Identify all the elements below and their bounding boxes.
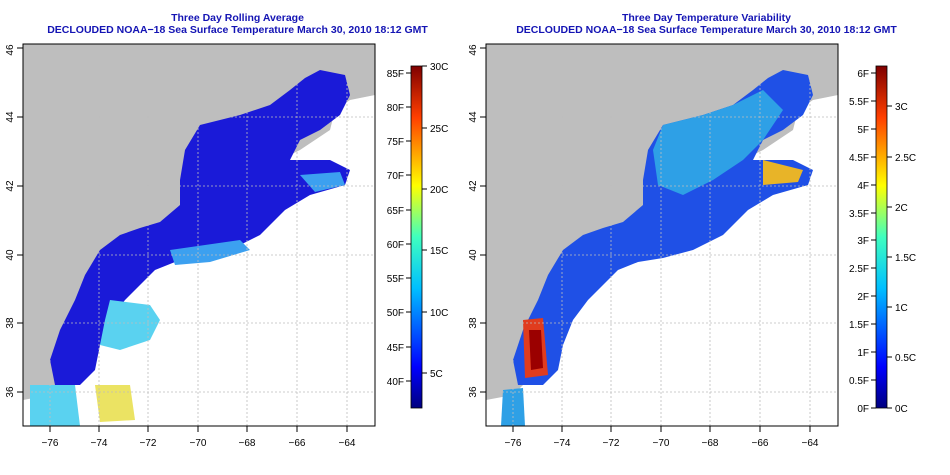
colorbar-f-label: 5.5F — [849, 97, 869, 108]
lon-tick-label: −68 — [702, 438, 719, 449]
sst-warm-corner — [30, 385, 80, 426]
colorbar-f-label: 5F — [857, 125, 869, 136]
variability-mid-region — [653, 90, 783, 195]
colorbar-f-label: 75F — [387, 137, 404, 148]
right-y-axis: 36 38 40 42 44 46 — [468, 44, 486, 398]
colorbar-f-label: 6F — [857, 69, 869, 80]
colorbar-c-label: 0C — [895, 404, 908, 415]
colorbar-f-label: 65F — [387, 206, 404, 217]
colorbar-f-label: 4F — [857, 181, 869, 192]
lon-tick-label: −66 — [752, 438, 769, 449]
lon-tick-label: −64 — [802, 438, 819, 449]
colorbar-f-label: 3F — [857, 236, 869, 247]
lon-tick-label: −76 — [505, 438, 522, 449]
colorbar-f-label: 80F — [387, 103, 404, 114]
colorbar-f-label: 60F — [387, 240, 404, 251]
colorbar-f-label: 45F — [387, 343, 404, 354]
colorbar-f-label: 0F — [857, 404, 869, 415]
colorbar-f-label: 3.5F — [849, 209, 869, 220]
colorbar-c-label: 20C — [430, 185, 448, 196]
colorbar-f-label: 40F — [387, 377, 404, 388]
lat-tick-label: 42 — [5, 180, 16, 192]
lon-tick-label: −74 — [91, 438, 108, 449]
lon-tick-label: −76 — [42, 438, 59, 449]
lat-tick-label: 46 — [5, 44, 16, 56]
right-x-axis: −76 −74 −72 −70 −68 −66 −64 — [505, 426, 819, 449]
sst-cold-region — [50, 70, 350, 385]
colorbar-c-label: 2.5C — [895, 153, 916, 164]
lat-tick-label: 40 — [5, 249, 16, 261]
colorbar-f-label: 4.5F — [849, 153, 869, 164]
lon-tick-label: −70 — [190, 438, 207, 449]
colorbar-f-label: 1.5F — [849, 320, 869, 331]
colorbar-f-label: 2F — [857, 292, 869, 303]
sst-yellow-strip — [95, 385, 135, 422]
sst-mild-band — [170, 240, 250, 265]
lat-tick-label: 46 — [468, 44, 479, 56]
lat-lon-grid — [23, 44, 375, 426]
colorbar-c-label: 0.5C — [895, 353, 916, 364]
colorbar-f-label: 70F — [387, 171, 404, 182]
colorbar-c-label: 1C — [895, 303, 908, 314]
lat-tick-label: 42 — [468, 180, 479, 192]
lon-tick-label: −66 — [289, 438, 306, 449]
left-map-figure: −76 −74 −72 −70 −68 −66 −64 36 38 40 42 … — [5, 43, 448, 449]
colorbar-f-label: 55F — [387, 274, 404, 285]
right-map-area — [486, 44, 838, 426]
lat-tick-label: 36 — [468, 386, 479, 398]
sst-mild-band-east — [300, 172, 345, 192]
colorbar-c-label: 15C — [430, 246, 448, 257]
lon-tick-label: −72 — [140, 438, 157, 449]
left-y-axis: 36 38 40 42 44 46 — [5, 44, 23, 398]
variability-mid-patch — [501, 388, 525, 426]
colorbar-f-label: 0.5F — [849, 376, 869, 387]
variability-peak — [529, 330, 543, 370]
colorbar-c-label: 30C — [430, 62, 448, 73]
colorbar-f-label: 85F — [387, 69, 404, 80]
lat-lon-grid — [486, 44, 838, 426]
left-panel-title: Three Day Rolling Average — [171, 12, 304, 24]
right-panel-title: Three Day Temperature Variability — [621, 12, 792, 24]
sst-warm-patch — [100, 300, 160, 350]
right-panel-subtitle: DECLOUDED NOAA−18 Sea Surface Temperatur… — [516, 24, 897, 36]
right-map-figure: −76 −74 −72 −70 −68 −66 −64 36 38 40 42 … — [468, 43, 916, 449]
lon-tick-label: −70 — [653, 438, 670, 449]
lon-tick-label: −72 — [603, 438, 620, 449]
colorbar-f-label: 2.5F — [849, 264, 869, 275]
left-x-axis: −76 −74 −72 −70 −68 −66 −64 — [42, 426, 356, 449]
colorbar-c-label: 2C — [895, 203, 908, 214]
lat-tick-label: 40 — [468, 249, 479, 261]
lat-tick-label: 36 — [5, 386, 16, 398]
left-map-panel: Three Day Rolling Average DECLOUDED NOAA… — [5, 12, 448, 449]
colorbar-c-label: 10C — [430, 308, 448, 319]
lat-tick-label: 44 — [5, 111, 16, 123]
colorbar-f-label: 1F — [857, 348, 869, 359]
colorbar-c-label: 5C — [430, 369, 443, 380]
right-map-panel: Three Day Temperature Variability DECLOU… — [463, 0, 950, 475]
lat-tick-label: 38 — [5, 317, 16, 329]
lat-tick-label: 38 — [468, 317, 479, 329]
lon-tick-label: −64 — [339, 438, 356, 449]
right-colorbar: 0F 0.5F 1F 1.5F 2F 2.5F 3F 3.5F 4F 4.5F … — [849, 65, 916, 415]
colorbar-c-label: 1.5C — [895, 253, 916, 264]
left-panel-subtitle: DECLOUDED NOAA−18 Sea Surface Temperatur… — [47, 24, 428, 36]
colorbar-c-label: 3C — [895, 102, 908, 113]
lat-tick-label: 44 — [468, 111, 479, 123]
left-colorbar: 40F 45F 50F 55F 60F 65F 70F 75F 80F 85F … — [387, 62, 448, 409]
variability-high-band — [763, 160, 803, 185]
lon-tick-label: −68 — [239, 438, 256, 449]
colorbar-c-label: 25C — [430, 124, 448, 135]
colorbar-f-label: 50F — [387, 308, 404, 319]
lon-tick-label: −74 — [554, 438, 571, 449]
left-map-area — [23, 44, 375, 426]
